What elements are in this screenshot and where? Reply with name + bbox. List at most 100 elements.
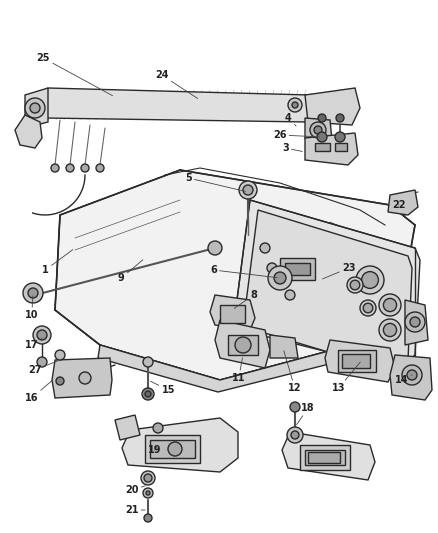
Circle shape [288, 98, 302, 112]
Circle shape [33, 326, 51, 344]
Text: 4: 4 [285, 113, 296, 126]
Circle shape [363, 303, 373, 313]
Bar [342, 354, 370, 368]
Text: 18: 18 [297, 403, 315, 425]
Circle shape [336, 114, 344, 122]
Polygon shape [282, 432, 375, 480]
Text: 22: 22 [392, 200, 406, 210]
Text: 23: 23 [322, 263, 356, 279]
Circle shape [360, 300, 376, 316]
Circle shape [347, 277, 363, 293]
Circle shape [410, 317, 420, 327]
Circle shape [168, 442, 182, 456]
Circle shape [51, 164, 59, 172]
Polygon shape [25, 88, 48, 128]
Bar [150, 440, 195, 458]
Text: 8: 8 [234, 290, 257, 309]
Text: 24: 24 [155, 70, 198, 99]
Text: 11: 11 [232, 358, 246, 383]
Polygon shape [52, 358, 112, 398]
Circle shape [383, 298, 396, 312]
Bar [315, 143, 330, 151]
Circle shape [379, 294, 401, 316]
Polygon shape [244, 210, 412, 372]
Circle shape [37, 357, 47, 367]
Text: 10: 10 [25, 296, 39, 320]
Circle shape [79, 372, 91, 384]
Circle shape [362, 272, 378, 288]
Circle shape [37, 330, 47, 340]
Circle shape [290, 402, 300, 412]
Text: 15: 15 [151, 381, 175, 395]
Circle shape [407, 370, 417, 380]
Circle shape [243, 185, 253, 195]
Circle shape [143, 488, 153, 498]
Bar [145, 435, 200, 463]
Text: 16: 16 [25, 380, 53, 403]
Polygon shape [388, 190, 418, 215]
Circle shape [405, 312, 425, 332]
Text: 19: 19 [148, 445, 162, 455]
Circle shape [274, 272, 286, 284]
Circle shape [96, 164, 104, 172]
Polygon shape [305, 118, 332, 140]
Circle shape [314, 126, 322, 134]
Circle shape [142, 388, 154, 400]
Text: 27: 27 [28, 361, 57, 375]
Circle shape [30, 103, 40, 113]
Polygon shape [42, 88, 315, 122]
Circle shape [335, 132, 345, 142]
Text: 3: 3 [282, 143, 302, 153]
Circle shape [143, 357, 153, 367]
Text: 26: 26 [273, 130, 319, 140]
Circle shape [356, 266, 384, 294]
Polygon shape [210, 295, 255, 330]
Circle shape [28, 288, 38, 298]
Circle shape [28, 288, 42, 302]
Circle shape [145, 391, 151, 397]
Text: 9: 9 [118, 260, 143, 283]
Circle shape [402, 365, 422, 385]
Bar [228, 335, 258, 355]
Polygon shape [270, 335, 298, 358]
Bar [308, 452, 340, 463]
Polygon shape [98, 340, 370, 392]
Circle shape [239, 181, 257, 199]
Polygon shape [115, 415, 140, 440]
Circle shape [23, 283, 43, 303]
Text: 25: 25 [36, 53, 113, 95]
Polygon shape [305, 133, 358, 165]
Text: 17: 17 [25, 338, 42, 350]
Circle shape [81, 164, 89, 172]
Circle shape [350, 280, 360, 290]
Circle shape [317, 132, 327, 142]
Circle shape [291, 431, 299, 439]
Circle shape [292, 102, 298, 108]
Circle shape [379, 319, 401, 341]
Text: 6: 6 [210, 265, 277, 278]
Circle shape [267, 263, 277, 273]
Text: 1: 1 [42, 249, 73, 275]
Polygon shape [55, 170, 415, 380]
Text: 20: 20 [125, 485, 145, 495]
Polygon shape [235, 200, 420, 370]
Text: 14: 14 [395, 375, 412, 385]
Polygon shape [390, 355, 432, 400]
Bar [300, 445, 350, 470]
Polygon shape [325, 340, 395, 382]
Polygon shape [405, 300, 428, 345]
Text: 12: 12 [284, 351, 301, 393]
Bar [220, 305, 245, 323]
Polygon shape [305, 88, 360, 125]
Bar [280, 258, 315, 280]
Polygon shape [122, 418, 238, 472]
Bar [285, 263, 310, 275]
Bar [305, 450, 345, 465]
Circle shape [153, 423, 163, 433]
Circle shape [260, 243, 270, 253]
Text: 21: 21 [125, 505, 145, 515]
Bar [335, 143, 347, 151]
Circle shape [285, 290, 295, 300]
Circle shape [268, 266, 292, 290]
Circle shape [235, 337, 251, 353]
